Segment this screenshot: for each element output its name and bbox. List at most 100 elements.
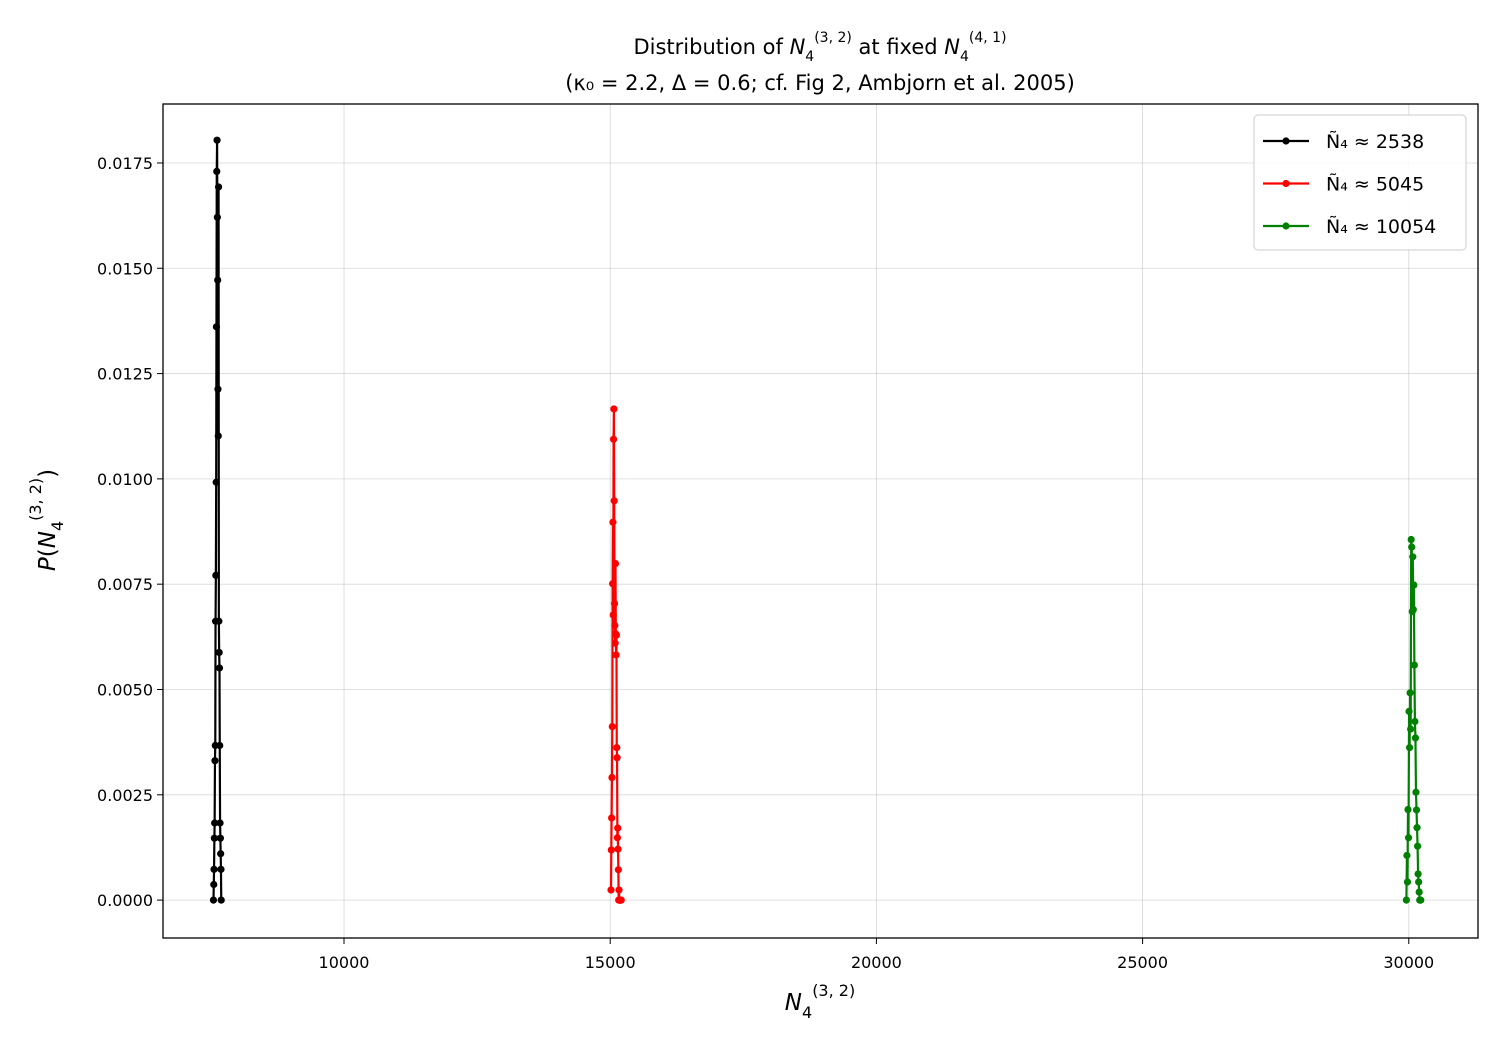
data-point [1411, 734, 1420, 742]
series-3 [1402, 535, 1425, 904]
data-point [615, 886, 623, 894]
data-point [214, 385, 222, 393]
y-tick-label: 0.0175 [97, 154, 153, 173]
plot-frame [162, 103, 1479, 939]
data-point [617, 896, 625, 904]
legend-item: Ñ₄ ≈ 5045 [1263, 173, 1424, 196]
legend-marker [1282, 179, 1290, 188]
title-subscript-2: 4 [960, 49, 969, 65]
legend-label: Ñ₄ ≈ 5045 [1326, 173, 1424, 196]
data-point [216, 819, 224, 827]
data-point [215, 617, 223, 625]
data-point [609, 580, 617, 588]
legend-marker [1282, 137, 1290, 145]
data-point [214, 432, 222, 440]
data-point [614, 824, 622, 832]
data-point [1403, 851, 1411, 860]
data-point [210, 880, 218, 889]
data-point [609, 611, 617, 619]
legend-item: Ñ₄ ≈ 10054 [1263, 215, 1436, 238]
series-1 [209, 136, 225, 904]
data-point [213, 136, 221, 144]
title-n-symbol-2: N [944, 35, 960, 59]
legend-item: Ñ₄ ≈ 2538 [1263, 130, 1424, 153]
data-point [1403, 878, 1412, 886]
data-point [1412, 806, 1421, 814]
data-point [608, 814, 616, 822]
chart-title-line-2: (κ₀ = 2.2, Δ = 0.6; cf. Fig 2, Ambjorn e… [565, 71, 1075, 95]
legend-marker [1282, 222, 1290, 230]
data-point [1413, 842, 1422, 850]
data-point [611, 621, 619, 630]
data-point [213, 213, 221, 221]
data-point [607, 886, 615, 894]
title-subscript-1: 4 [805, 49, 814, 65]
data-point [608, 722, 616, 731]
data-point [1410, 661, 1418, 669]
data-point [607, 846, 615, 854]
data-point [609, 435, 618, 443]
y-tick-label: 0.0100 [97, 470, 153, 489]
data-point [1404, 805, 1412, 814]
y-tick-label: 0.0000 [97, 891, 153, 910]
ticks: 10000 15000 20000 25000 30000 0.0000 0.0025 0.0… [97, 154, 1434, 972]
data-point [216, 741, 224, 750]
y-tick-label: 0.0125 [97, 365, 153, 384]
data-point [214, 183, 223, 191]
x-tick-label: 10000 [319, 953, 370, 972]
data-point [210, 865, 218, 873]
data-point [1412, 788, 1420, 796]
y-tick-label: 0.0075 [97, 575, 153, 594]
data-point [609, 518, 617, 526]
y-tick-label: 0.0050 [97, 680, 153, 699]
legend-label: Ñ₄ ≈ 2538 [1326, 130, 1424, 153]
data-point [1405, 707, 1413, 715]
data-point [1406, 689, 1414, 697]
data-point [608, 773, 616, 782]
data-point [614, 866, 622, 874]
data-point [1408, 543, 1416, 551]
data-point [610, 497, 618, 505]
data-point [1405, 744, 1414, 752]
data-point [212, 478, 220, 486]
data-point [215, 664, 224, 672]
data-point [612, 631, 621, 639]
legend: Ñ₄ ≈ 2538 Ñ₄ ≈ 5045 Ñ₄ ≈ 10054 [1253, 114, 1467, 251]
data-point [217, 865, 225, 873]
data-point [217, 896, 225, 904]
series-2 [607, 405, 625, 904]
data-point [1409, 553, 1417, 561]
y-tick-label: 0.0025 [97, 786, 153, 805]
title-superscript-1: (3, 2) [814, 30, 852, 46]
legend-label: Ñ₄ ≈ 10054 [1326, 215, 1436, 238]
data-point [216, 834, 224, 842]
data-point [1402, 896, 1410, 904]
data-point [610, 405, 618, 413]
data-point [1417, 896, 1425, 904]
data-point [613, 744, 621, 752]
data-point [1404, 834, 1413, 842]
data-point [611, 559, 620, 568]
data-point [612, 651, 620, 659]
data-point [1415, 888, 1423, 896]
data-point [211, 819, 219, 827]
x-tick-label: 20000 [851, 953, 902, 972]
x-axis-title: N4(3, 2) [785, 981, 855, 1022]
data-point [614, 845, 622, 853]
y-tick-label: 0.0150 [97, 259, 153, 278]
data-point [210, 834, 218, 842]
data-point [1410, 581, 1418, 589]
data-point [209, 896, 218, 904]
series-line [1405, 538, 1422, 902]
data-point [611, 639, 619, 647]
data-point [613, 754, 621, 762]
series-layer [209, 136, 1425, 904]
x-tick-label: 25000 [1117, 953, 1168, 972]
y-axis-title: P(N4(3, 2)) [26, 469, 67, 571]
data-point [1409, 605, 1417, 614]
x-tick-label: 30000 [1383, 953, 1434, 972]
data-point [1415, 878, 1423, 886]
data-point [610, 599, 619, 608]
